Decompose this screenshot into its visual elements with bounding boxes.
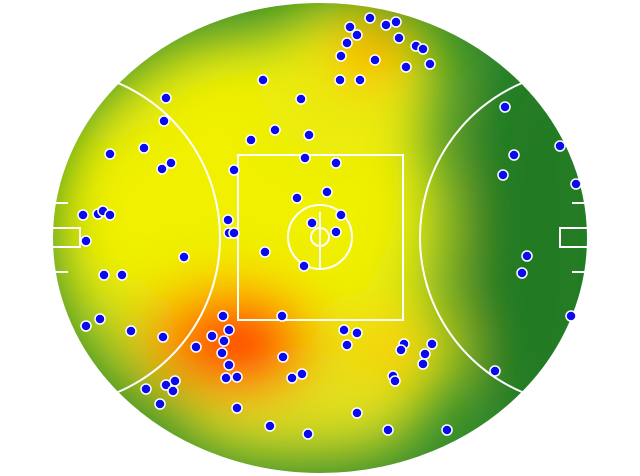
point xyxy=(380,19,392,31)
point xyxy=(302,428,314,440)
point xyxy=(417,43,429,55)
point xyxy=(351,29,363,41)
point xyxy=(393,32,405,44)
point xyxy=(165,157,177,169)
point xyxy=(554,140,566,152)
point xyxy=(521,250,533,262)
point xyxy=(264,420,276,432)
point xyxy=(303,129,315,141)
point xyxy=(216,347,228,359)
point xyxy=(508,149,520,161)
point xyxy=(223,359,235,371)
point xyxy=(158,115,170,127)
point xyxy=(178,251,190,263)
point xyxy=(497,169,509,181)
point xyxy=(341,339,353,351)
point xyxy=(245,134,257,146)
point xyxy=(441,424,453,436)
point xyxy=(330,157,342,169)
point xyxy=(335,209,347,221)
point xyxy=(296,368,308,380)
point xyxy=(160,92,172,104)
point xyxy=(565,310,577,322)
point xyxy=(389,375,401,387)
point xyxy=(80,235,92,247)
point xyxy=(351,327,363,339)
point xyxy=(291,192,303,204)
point xyxy=(321,186,333,198)
point xyxy=(217,310,229,322)
point xyxy=(419,348,431,360)
point xyxy=(570,178,582,190)
point xyxy=(277,351,289,363)
point xyxy=(167,385,179,397)
point xyxy=(382,424,394,436)
point xyxy=(338,324,350,336)
point xyxy=(140,383,152,395)
points xyxy=(77,12,582,440)
point xyxy=(80,320,92,332)
point xyxy=(104,148,116,160)
point xyxy=(138,142,150,154)
point xyxy=(344,21,356,33)
point xyxy=(190,341,202,353)
point xyxy=(299,152,311,164)
point xyxy=(341,37,353,49)
point xyxy=(156,163,168,175)
field-lines xyxy=(51,1,589,475)
point xyxy=(306,217,318,229)
point xyxy=(228,164,240,176)
point xyxy=(231,371,243,383)
point xyxy=(223,324,235,336)
point xyxy=(218,335,230,347)
point xyxy=(499,101,511,113)
point xyxy=(77,209,89,221)
point xyxy=(104,209,116,221)
point xyxy=(295,93,307,105)
point xyxy=(157,331,169,343)
point xyxy=(206,330,218,342)
point xyxy=(364,12,376,24)
point xyxy=(298,260,310,272)
point xyxy=(154,398,166,410)
point xyxy=(269,124,281,136)
point xyxy=(369,54,381,66)
point xyxy=(354,74,366,86)
point xyxy=(334,74,346,86)
point xyxy=(351,407,363,419)
point xyxy=(395,344,407,356)
point xyxy=(257,74,269,86)
point xyxy=(231,402,243,414)
point xyxy=(335,50,347,62)
point xyxy=(276,310,288,322)
point xyxy=(330,226,342,238)
point xyxy=(426,338,438,350)
point xyxy=(125,325,137,337)
point xyxy=(259,246,271,258)
point xyxy=(400,61,412,73)
point xyxy=(116,269,128,281)
point xyxy=(424,58,436,70)
point xyxy=(222,214,234,226)
point xyxy=(489,365,501,377)
point xyxy=(94,313,106,325)
point xyxy=(286,372,298,384)
point xyxy=(228,227,240,239)
point xyxy=(516,267,528,279)
point xyxy=(390,16,402,28)
point xyxy=(220,372,232,384)
point xyxy=(417,358,429,370)
point xyxy=(98,269,110,281)
